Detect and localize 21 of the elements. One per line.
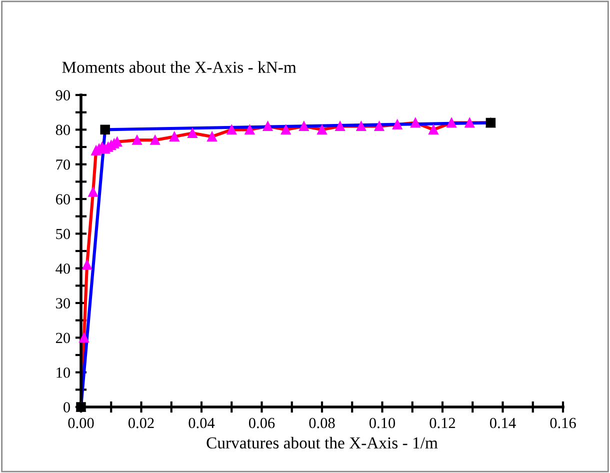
- y-axis-title: Moments about the X-Axis - kN-m: [62, 61, 296, 73]
- x-tick-label: 0.04: [188, 418, 215, 428]
- x-tick-label: 0.10: [369, 418, 396, 428]
- y-tick-label: 20: [56, 332, 70, 344]
- y-tick-label: 50: [56, 228, 70, 240]
- x-tick-label: 0.02: [128, 418, 154, 428]
- x-axis-title: Curvatures about the X-Axis - 1/m: [206, 436, 438, 449]
- x-tick-label: 0.08: [309, 418, 335, 428]
- y-tick-label: 10: [56, 367, 70, 378]
- y-tick-label: 40: [56, 263, 70, 274]
- y-tick-label: 70: [56, 159, 70, 170]
- x-tick-label: 0.12: [430, 418, 456, 428]
- x-tick-label: 0.00: [68, 418, 94, 428]
- y-tick-label: 90: [56, 90, 70, 100]
- x-tick-label: 0.14: [490, 418, 516, 428]
- x-tick-label: 0.06: [248, 418, 275, 428]
- x-tick-label: 0.16: [550, 418, 576, 428]
- y-tick-label: 30: [56, 298, 70, 308]
- y-tick-label: 60: [56, 194, 70, 204]
- y-tick-label: 0: [64, 402, 70, 412]
- y-tick-label: 80: [56, 124, 70, 136]
